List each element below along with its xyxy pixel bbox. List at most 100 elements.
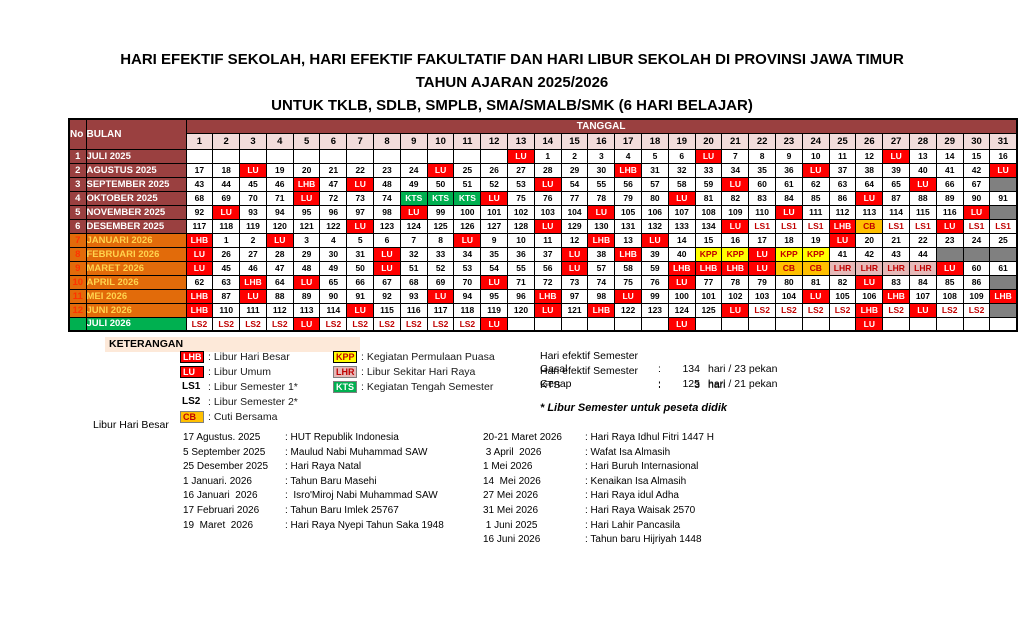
day-cell: 119 xyxy=(480,302,509,318)
day-cell: 11 xyxy=(533,232,562,248)
day-cell: LS1 xyxy=(989,218,1018,234)
day-cell: LU xyxy=(801,288,830,304)
row-number-cell: 11 xyxy=(68,288,87,304)
date-column-header: 19 xyxy=(667,132,696,150)
date-column-header: 15 xyxy=(560,132,589,150)
day-cell: LU xyxy=(935,218,964,234)
day-cell: 62 xyxy=(801,176,830,192)
day-cell xyxy=(560,316,589,332)
day-cell: 42 xyxy=(962,162,991,178)
day-cell xyxy=(346,148,375,164)
holiday-date: 1 Juni 2025 xyxy=(483,519,538,531)
day-cell: LU xyxy=(935,260,964,276)
day-cell xyxy=(828,316,857,332)
day-cell: 50 xyxy=(426,176,455,192)
date-column-header: 6 xyxy=(319,132,348,150)
day-cell: 80 xyxy=(641,190,669,206)
day-cell: 87 xyxy=(882,190,911,206)
day-cell: 35 xyxy=(480,246,509,262)
day-cell: LS1 xyxy=(748,218,777,234)
day-cell: 17 xyxy=(748,232,777,248)
day-cell: 38 xyxy=(587,246,616,262)
row-number-cell: 7 xyxy=(68,232,87,248)
day-cell: 21 xyxy=(319,162,348,178)
date-column-header: 17 xyxy=(614,132,643,150)
day-cell: 124 xyxy=(399,218,428,234)
day-cell: 129 xyxy=(560,218,589,234)
stats-item-unit: hari xyxy=(708,379,726,391)
day-cell: 92 xyxy=(185,204,214,220)
day-cell: 83 xyxy=(882,274,911,290)
day-cell: 127 xyxy=(480,218,509,234)
day-cell: LU xyxy=(507,148,535,164)
month-row: JULI 2026 LS2 LS2 LS2 LS2 LU LS2 LS2 LS2 LS2 LS2 LS… xyxy=(68,316,1018,332)
holiday-date: 16 Juni 2026 xyxy=(483,534,541,546)
day-cell: 65 xyxy=(882,176,911,192)
day-cell: LU xyxy=(855,274,884,290)
day-cell: 85 xyxy=(801,190,830,206)
day-cell: 40 xyxy=(909,162,937,178)
day-cell: LU xyxy=(533,176,562,192)
day-cell: 122 xyxy=(319,218,348,234)
row-number-cell: 4 xyxy=(68,190,87,206)
day-cell: LHB xyxy=(587,302,616,318)
month-row: 11 MEI 2026 LHB 87 LU 88 89 90 91 92 93 LU 94 95 96 LHB… xyxy=(68,288,1018,304)
day-cell: 120 xyxy=(265,218,294,234)
day-cell xyxy=(801,316,830,332)
day-cell: LHB xyxy=(882,288,911,304)
day-cell: 29 xyxy=(560,162,589,178)
day-cell: 89 xyxy=(292,288,321,304)
day-cell: 78 xyxy=(587,190,616,206)
day-cell: LU xyxy=(239,288,267,304)
day-cell: 69 xyxy=(212,190,241,206)
day-cell: LU xyxy=(641,232,669,248)
day-cell xyxy=(935,316,964,332)
day-cell xyxy=(292,148,321,164)
day-cell xyxy=(989,274,1018,290)
legend-item-label: : Cuti Bersama xyxy=(208,410,278,423)
day-cell: 6 xyxy=(373,232,401,248)
day-cell: 131 xyxy=(614,218,643,234)
day-cell: 15 xyxy=(694,232,723,248)
stats-item-colon: : xyxy=(658,379,661,391)
day-cell: 77 xyxy=(694,274,723,290)
day-cell: 31 xyxy=(346,246,375,262)
day-cell: 103 xyxy=(533,204,562,220)
day-cell: LHB xyxy=(614,246,643,262)
day-cell: 97 xyxy=(346,204,375,220)
day-cell: 15 xyxy=(962,148,991,164)
day-cell: LS2 xyxy=(801,302,830,318)
day-cell: KPP xyxy=(775,246,803,262)
holiday-description: : Hari Lahir Pancasila xyxy=(585,519,681,531)
day-cell: 111 xyxy=(239,302,267,318)
date-column-header: 4 xyxy=(265,132,294,150)
month-name-cell: JULI 2026 xyxy=(85,316,187,332)
row-number-cell: 9 xyxy=(68,260,87,276)
date-column-header: 25 xyxy=(828,132,857,150)
day-cell: 23 xyxy=(373,162,401,178)
day-cell: 22 xyxy=(909,232,937,248)
day-cell: 16 xyxy=(989,148,1018,164)
legend-item-label: : Libur Semester 1* xyxy=(208,380,298,393)
day-cell: LS2 xyxy=(239,316,267,332)
holiday-item: 16 Juni 2026: Tahun baru Hijriyah 1448 xyxy=(483,533,714,548)
day-cell: LHB xyxy=(185,288,214,304)
day-cell: 120 xyxy=(507,302,535,318)
day-cell: 88 xyxy=(265,288,294,304)
holiday-item: 1 Mei 2026: Hari Buruh Internasional xyxy=(483,460,714,475)
month-row: 8 FEBRUARI 2026 LU 26 27 28 29 30 31 LU 32 33 34 35 36… xyxy=(68,246,1018,262)
date-column-header: 26 xyxy=(855,132,884,150)
day-cell: 22 xyxy=(346,162,375,178)
holiday-item: 27 Mei 2026: Hari Raya idul Adha xyxy=(483,489,714,504)
day-cell: 69 xyxy=(426,274,455,290)
day-cell: 9 xyxy=(480,232,509,248)
day-cell: 66 xyxy=(346,274,375,290)
date-column-header: 12 xyxy=(480,132,509,150)
legend-item-label: : Libur Umum xyxy=(208,365,272,378)
day-cell: 45 xyxy=(239,176,267,192)
legend-item: KPP: Kegiatan Permulaan Puasa xyxy=(333,350,495,365)
day-cell: 87 xyxy=(212,288,241,304)
row-number-cell xyxy=(68,316,87,332)
day-cell xyxy=(882,316,911,332)
day-cell: 78 xyxy=(721,274,750,290)
